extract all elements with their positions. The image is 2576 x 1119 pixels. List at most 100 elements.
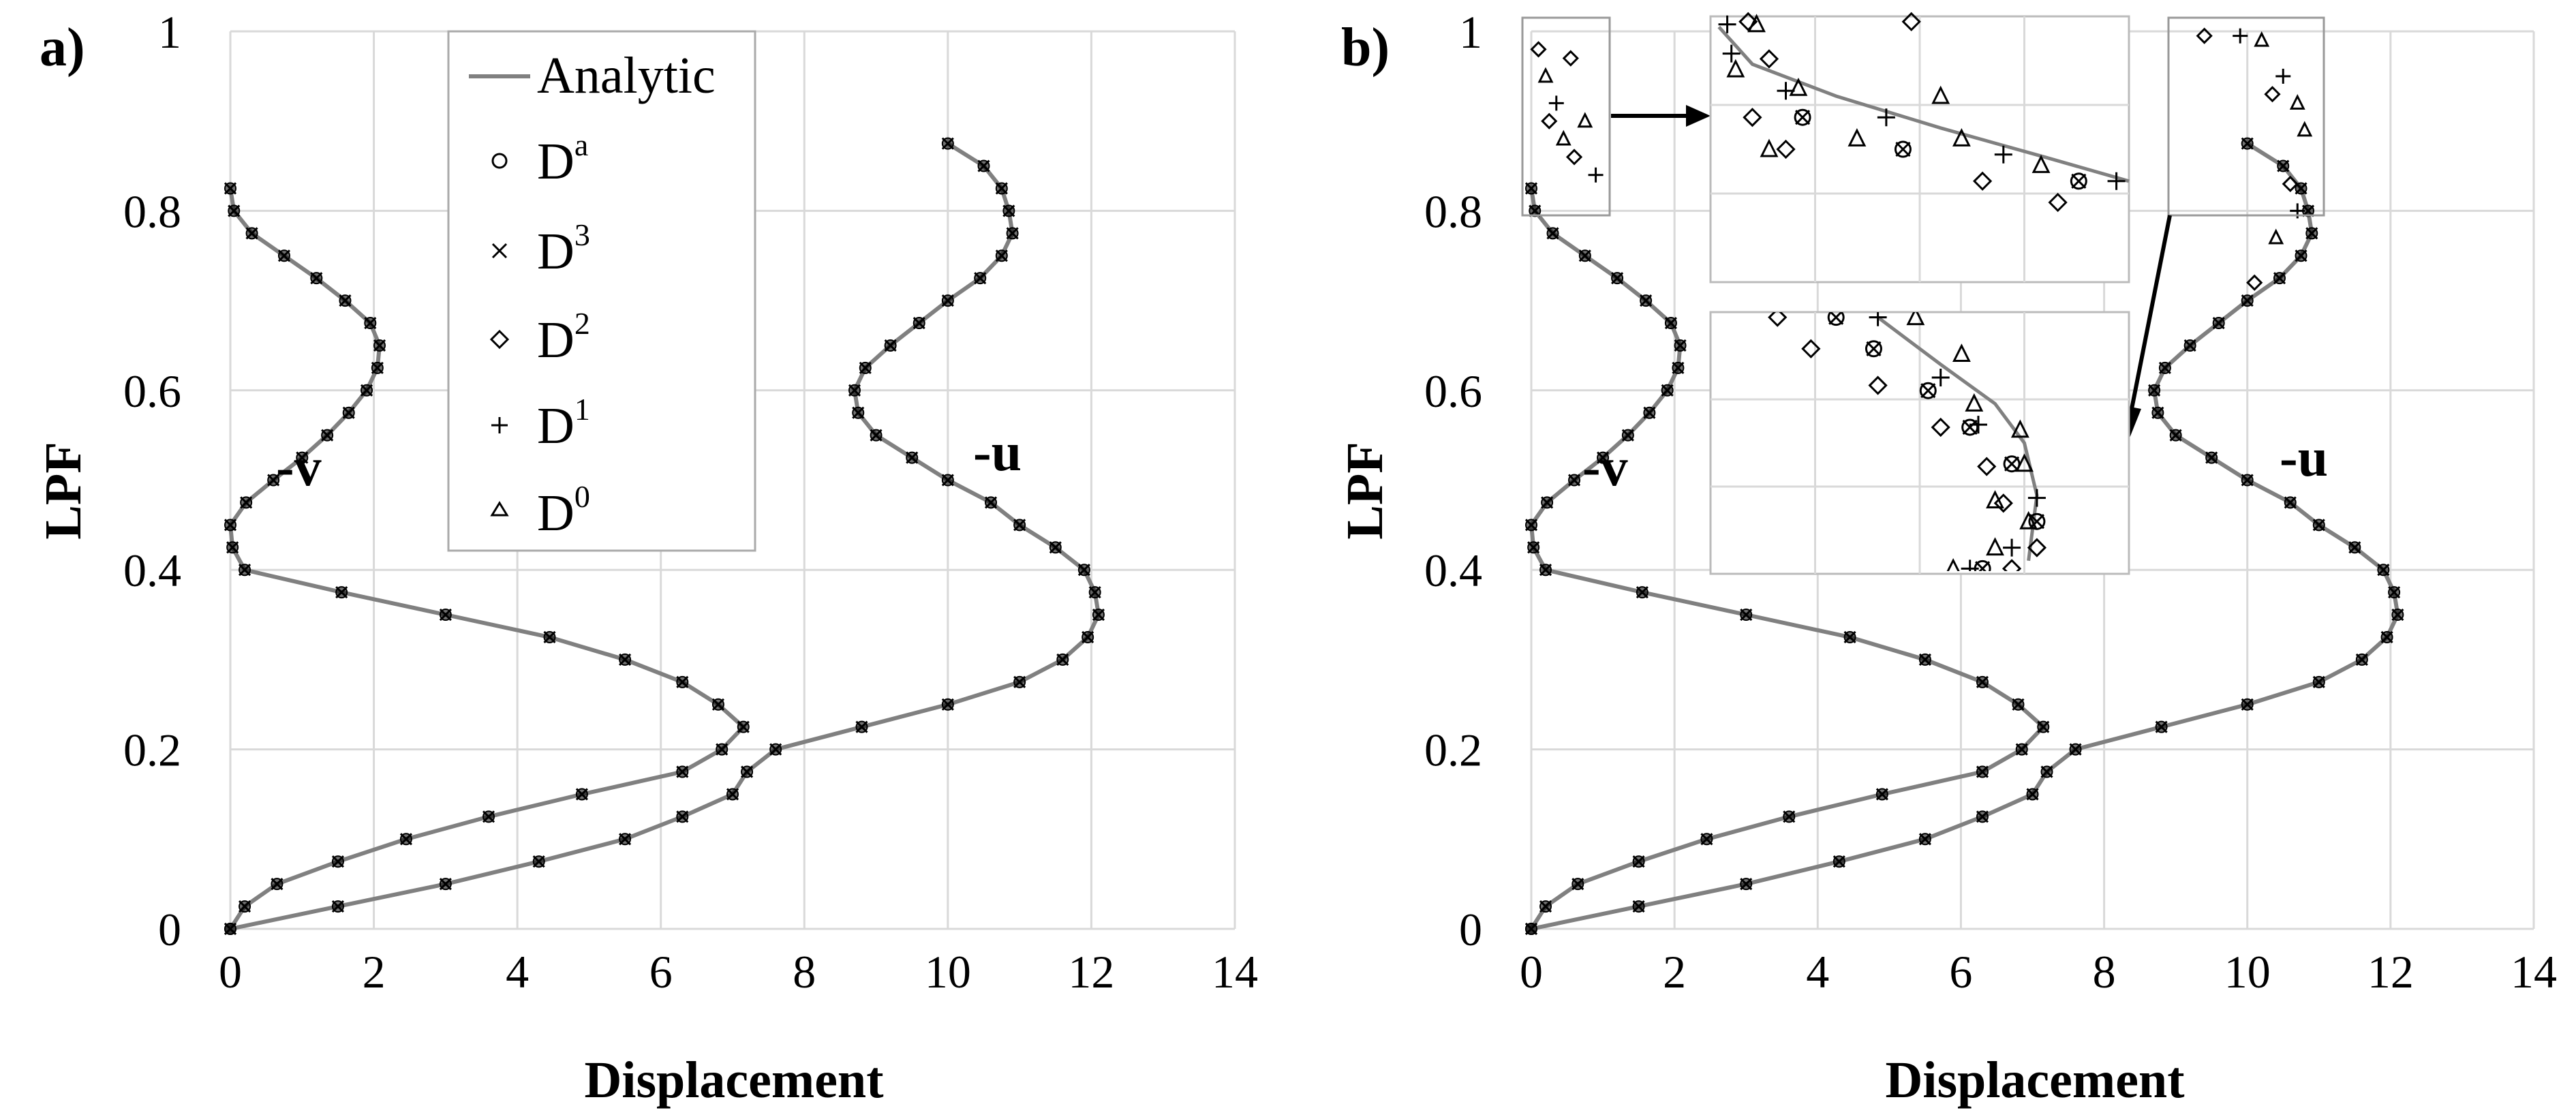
data-point: [2284, 496, 2297, 509]
data-point: [870, 429, 883, 442]
data-point: [1783, 810, 1796, 823]
inset-point: [2004, 456, 2020, 472]
data-point: [769, 743, 782, 756]
data-point: [1539, 900, 1552, 913]
data-point: [855, 720, 868, 733]
inset-point: [1994, 145, 2012, 164]
approx-point: [1588, 167, 1604, 183]
approx-point: [2275, 68, 2291, 84]
inset-point: [1789, 77, 1808, 96]
data-point: [1525, 923, 1537, 935]
data-point: [575, 788, 588, 801]
data-point: [2183, 339, 2196, 352]
approx-point: [1537, 67, 1554, 83]
data-point: [2241, 137, 2254, 150]
data-point: [271, 878, 283, 891]
data-point: [373, 339, 386, 352]
data-point: [941, 137, 954, 150]
legend-da-label: Da: [537, 127, 588, 190]
data-point: [2012, 698, 2025, 711]
data-point: [2355, 653, 2368, 666]
legend-d0-marker: [490, 501, 509, 517]
data-point: [2305, 227, 2318, 240]
data-point: [339, 294, 352, 307]
inset-point: [1760, 138, 1779, 157]
data-point: [2241, 698, 2254, 711]
data-point: [1643, 406, 1656, 419]
data-point: [1636, 586, 1649, 599]
y-tick-label: 0.4: [123, 545, 181, 596]
x-tick-label: 8: [2093, 946, 2116, 998]
approx-point: [2264, 86, 2281, 103]
data-point: [884, 339, 897, 352]
x-tick-label: 6: [1949, 946, 1972, 998]
data-point: [913, 317, 925, 330]
data-point: [277, 249, 290, 262]
data-point: [1833, 855, 1845, 868]
inset-point: [1877, 108, 1895, 127]
data-point: [439, 878, 452, 891]
data-point: [2015, 743, 2028, 756]
approx-point: [2254, 31, 2270, 47]
data-point: [1546, 227, 1559, 240]
data-point: [361, 384, 373, 397]
inset-point: [1974, 560, 1991, 571]
data-point: [226, 541, 239, 554]
inset-point: [1931, 417, 1950, 438]
data-point: [267, 474, 280, 487]
inset-content: [1717, 12, 2130, 213]
inset-point: [1952, 128, 1971, 147]
analytic-line-v: [1529, 188, 2046, 930]
x-tick-label: 2: [363, 946, 386, 998]
y-tick-label: 0.2: [1424, 724, 1482, 776]
approx-point: [1562, 50, 1579, 67]
data-point: [1056, 653, 1069, 666]
data-point: [2026, 788, 2039, 801]
inset-point: [1718, 15, 1736, 33]
x-tick-label: 6: [649, 946, 673, 998]
legend-d1-marker: [491, 417, 508, 433]
data-point: [240, 496, 253, 509]
data-point: [1088, 586, 1101, 599]
approx-point: [2196, 27, 2213, 44]
inset-point: [2031, 155, 2051, 173]
data-point: [1664, 317, 1677, 330]
data-point: [1661, 384, 1674, 397]
inset-point: [2070, 172, 2087, 190]
data-point: [1092, 609, 1105, 622]
data-point: [1082, 630, 1094, 643]
approx-point: [2233, 28, 2248, 44]
legend-box: [447, 30, 756, 552]
legend-da-marker: [491, 153, 508, 169]
data-point: [1740, 878, 1753, 891]
panel-b-label: b): [1341, 18, 1390, 78]
inset-point: [1901, 12, 1921, 31]
inset-point: [1919, 382, 1937, 399]
y-tick-label: 0.4: [1424, 545, 1482, 596]
data-point: [321, 429, 334, 442]
inset-point: [1906, 312, 1925, 326]
inset-point: [1776, 139, 1796, 159]
data-point: [543, 630, 556, 643]
data-point: [1077, 564, 1090, 577]
inset-point: [1827, 312, 1845, 326]
data-point: [245, 227, 258, 240]
approx-point: [2297, 121, 2313, 137]
data-point: [1843, 630, 1856, 643]
x-tick-label: 0: [219, 946, 242, 998]
data-point: [2277, 159, 2290, 172]
data-point: [2151, 406, 2164, 419]
data-point: [985, 496, 998, 509]
data-point: [741, 765, 754, 778]
data-point: [2212, 317, 2225, 330]
inset-point: [2071, 173, 2087, 189]
data-point: [1918, 833, 1931, 846]
approx-point: [2289, 94, 2305, 110]
data-point: [364, 317, 377, 330]
data-point: [1578, 249, 1591, 262]
inset-analytic-line: [1877, 316, 2039, 562]
inset-v: [1709, 12, 2130, 283]
data-point: [1632, 900, 1645, 913]
data-point: [1740, 609, 1753, 622]
x-tick-label: 12: [1068, 946, 1114, 998]
